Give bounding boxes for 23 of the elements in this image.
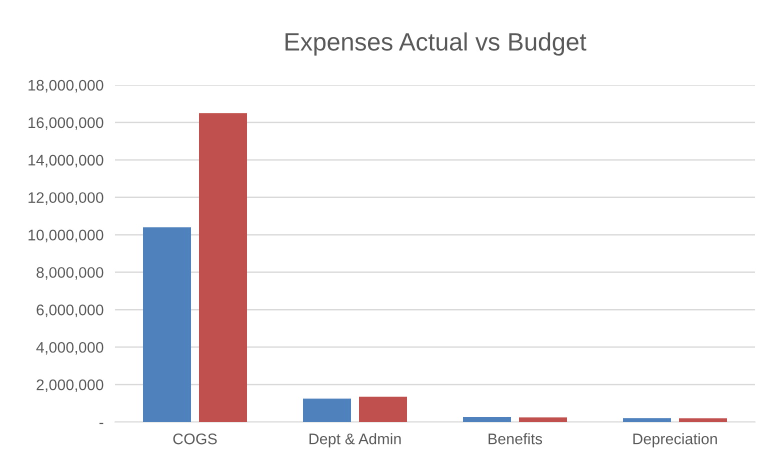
x-tick-label: COGS — [173, 434, 217, 444]
y-tick-label: 14,000,000 — [28, 154, 104, 168]
bar — [199, 113, 247, 422]
y-tick-label: 12,000,000 — [28, 192, 104, 205]
x-tick-label: Benefits — [488, 433, 542, 444]
x-tick-label: Depreciation — [633, 433, 717, 448]
y-tick-label: 6,000,000 — [36, 304, 104, 318]
y-tick-label: 18,000,000 — [28, 80, 104, 92]
y-tick-label: 8,000,000 — [36, 267, 104, 280]
y-tick-label: 4,000,000 — [36, 342, 104, 355]
bar — [143, 227, 191, 422]
bar — [359, 396, 407, 422]
chart-title: Expenses Actual vs Budget — [286, 32, 586, 56]
bar — [679, 418, 727, 422]
y-tick-label: 10,000,000 — [28, 230, 104, 242]
y-tick-label: 16,000,000 — [28, 117, 104, 130]
bar — [463, 416, 511, 422]
x-tick-label: Dept & Admin — [310, 433, 401, 448]
y-tick-label: - — [99, 422, 104, 424]
bar — [303, 398, 351, 422]
bar — [623, 418, 671, 422]
bar — [519, 417, 567, 422]
y-tick-label: 2,000,000 — [36, 379, 104, 392]
